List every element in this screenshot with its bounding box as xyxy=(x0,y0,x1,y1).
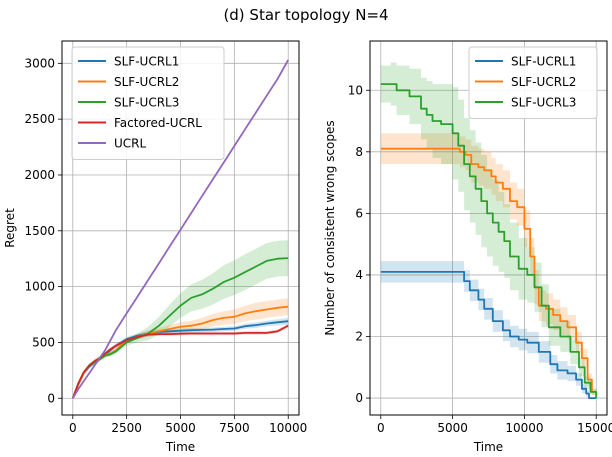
wrong-scopes-chart: 0 5000 10000 15000 0 2 4 6 8 10 Time Number of cons… xyxy=(323,40,612,454)
y-axis-label: Regret xyxy=(3,208,17,248)
slf-ucrl1-line xyxy=(380,271,597,399)
y-tick-label: 0 xyxy=(47,391,55,405)
y-tick-label: 4 xyxy=(355,268,363,282)
x-tick-label: 10000 xyxy=(269,421,307,435)
slf-ucrl3-line xyxy=(380,83,598,399)
axes-frame xyxy=(369,40,608,416)
legend-label-slf-ucrl1: SLF-UCRL1 xyxy=(114,55,179,69)
y-tick-label: 8 xyxy=(355,145,363,159)
y-tick-label: 6 xyxy=(355,206,363,220)
y-tick-label: 3000 xyxy=(24,56,55,70)
y-tick-label: 10 xyxy=(348,83,363,97)
legend-label-slf-ucrl3: SLF-UCRL3 xyxy=(114,96,179,110)
legend-label-slf-ucrl3: SLF-UCRL3 xyxy=(511,96,576,110)
x-tick-label: 10000 xyxy=(505,421,543,435)
x-tick-label: 2500 xyxy=(111,421,142,435)
x-tick-label: 7500 xyxy=(219,421,250,435)
y-tick-label: 1500 xyxy=(24,224,55,238)
legend-box xyxy=(71,46,225,160)
figure-title: (d) Star topology N=4 xyxy=(223,6,388,24)
legend-label-slf-ucrl2: SLF-UCRL2 xyxy=(511,75,576,89)
legend: SLF-UCRL1 SLF-UCRL2 SLF-UCRL3 xyxy=(468,46,598,119)
legend-label-slf-ucrl1: SLF-UCRL1 xyxy=(511,55,576,69)
legend-box xyxy=(468,46,598,119)
y-tick-label: 2 xyxy=(355,330,363,344)
legend: SLF-UCRL1 SLF-UCRL2 SLF-UCRL3 Factored-UCRL… xyxy=(71,46,225,160)
slf-ucrl2-confidence-band xyxy=(72,298,289,399)
x-tick-label: 0 xyxy=(69,421,77,435)
slf-ucrl2-confidence-band xyxy=(380,133,597,399)
plot-area xyxy=(380,62,598,399)
factored-ucrl-confidence-band xyxy=(72,324,289,399)
legend-label-slf-ucrl2: SLF-UCRL2 xyxy=(114,75,179,89)
y-tick-label: 0 xyxy=(355,391,363,405)
slf-ucrl3-confidence-band xyxy=(380,62,597,399)
legend-label-factored-ucrl: Factored-UCRL xyxy=(114,116,202,130)
y-tick-label: 2000 xyxy=(24,168,55,182)
y-tick-label: 500 xyxy=(32,335,55,349)
x-axis-label: Time xyxy=(165,440,195,454)
y-axis-label: Number of consistent wrong scopes xyxy=(323,120,337,335)
x-axis-label: Time xyxy=(473,440,503,454)
factored-ucrl-line xyxy=(71,324,289,399)
slf-ucrl1-confidence-band xyxy=(380,261,597,399)
legend-label-ucrl: UCRL xyxy=(114,137,147,151)
x-tick-label: 5000 xyxy=(165,421,196,435)
x-tick-label: 0 xyxy=(377,421,385,435)
plot-area xyxy=(71,59,289,399)
slf-ucrl1-confidence-band xyxy=(72,317,289,399)
regret-chart: 0 2500 5000 7500 10000 0 500 1000 1500 2000 2500 30… xyxy=(3,40,307,454)
ucrl-line xyxy=(72,59,289,399)
slf-ucrl3-confidence-band xyxy=(72,240,289,399)
x-tick-label: 5000 xyxy=(437,421,468,435)
y-tick-label: 1000 xyxy=(24,280,55,294)
slf-ucrl2-line xyxy=(380,147,598,399)
x-tick-label: 15000 xyxy=(577,421,612,435)
y-tick-label: 2500 xyxy=(24,112,55,126)
